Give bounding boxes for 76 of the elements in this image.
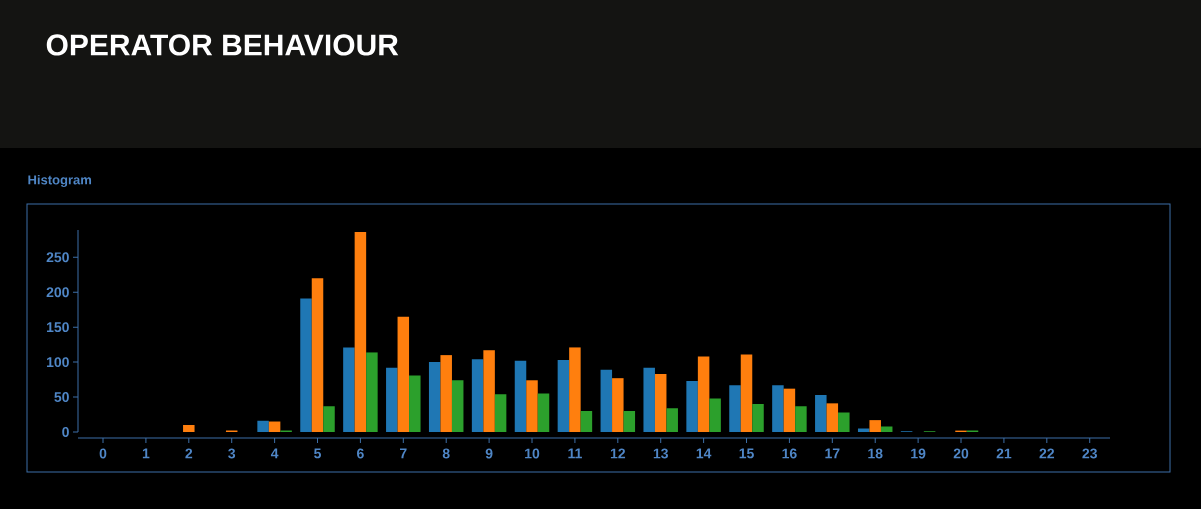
bar bbox=[815, 394, 827, 432]
bar bbox=[366, 352, 378, 432]
y-tick-label: 100 bbox=[46, 357, 69, 368]
bar bbox=[666, 408, 678, 432]
bar bbox=[311, 278, 324, 432]
bar bbox=[494, 394, 507, 432]
bar bbox=[752, 404, 764, 432]
bar bbox=[440, 355, 452, 432]
bar bbox=[740, 354, 753, 432]
bar bbox=[323, 406, 335, 432]
x-tick-label: 13 bbox=[653, 448, 668, 459]
bar bbox=[451, 380, 464, 432]
bar bbox=[729, 385, 741, 432]
y-tick-label: 250 bbox=[46, 252, 69, 263]
x-tick-label: 4 bbox=[270, 448, 279, 459]
bar bbox=[569, 347, 581, 432]
bar bbox=[880, 426, 893, 432]
bar bbox=[709, 398, 721, 432]
x-tick-label: 12 bbox=[610, 448, 626, 459]
bar bbox=[580, 411, 593, 432]
bar bbox=[428, 362, 441, 432]
chart-subtitle: Histogram bbox=[28, 174, 92, 188]
x-tick-label: 3 bbox=[228, 448, 236, 459]
bar bbox=[654, 373, 667, 432]
bar bbox=[783, 388, 796, 432]
x-tick-label: 2 bbox=[185, 448, 193, 459]
y-tick-label: 0 bbox=[62, 427, 69, 437]
x-tick-label: 11 bbox=[568, 448, 582, 459]
bar bbox=[686, 380, 698, 432]
bar bbox=[612, 378, 624, 432]
bar bbox=[471, 359, 484, 432]
bar bbox=[537, 393, 550, 432]
x-tick-label: 5 bbox=[314, 448, 322, 459]
bar bbox=[869, 420, 881, 432]
bar bbox=[268, 421, 281, 432]
bar bbox=[600, 369, 613, 432]
bar bbox=[483, 350, 495, 432]
x-tick-label: 21 bbox=[996, 448, 1012, 459]
x-tick-label: 17 bbox=[825, 448, 840, 459]
x-tick-label: 1 bbox=[142, 448, 150, 459]
bar bbox=[257, 420, 269, 432]
x-tick-label: 22 bbox=[1039, 448, 1055, 459]
bar bbox=[386, 367, 398, 432]
x-tick-label: 15 bbox=[739, 448, 754, 459]
x-tick-label: 7 bbox=[400, 448, 407, 459]
x-tick-label: 23 bbox=[1082, 448, 1097, 459]
bar bbox=[343, 347, 355, 432]
bar bbox=[300, 298, 312, 432]
y-tick-label: 50 bbox=[54, 392, 69, 403]
bar bbox=[643, 367, 655, 432]
bar bbox=[397, 316, 410, 432]
x-tick-label: 20 bbox=[953, 448, 969, 459]
bar bbox=[623, 411, 636, 432]
x-tick-label: 9 bbox=[485, 448, 493, 459]
x-tick-label: 10 bbox=[525, 448, 540, 459]
bar bbox=[697, 356, 710, 432]
x-tick-label: 6 bbox=[357, 448, 364, 459]
bar bbox=[409, 375, 421, 432]
bar bbox=[526, 380, 538, 432]
x-tick-label: 8 bbox=[442, 448, 450, 459]
bar bbox=[354, 232, 367, 432]
bar bbox=[795, 406, 807, 432]
y-tick-label: 150 bbox=[46, 322, 69, 333]
x-tick-label: 19 bbox=[911, 448, 926, 459]
x-tick-label: 0 bbox=[99, 448, 107, 459]
bar bbox=[838, 412, 850, 432]
bar bbox=[183, 425, 195, 432]
y-tick-label: 200 bbox=[46, 287, 69, 298]
x-tick-label: 14 bbox=[696, 448, 712, 459]
bar bbox=[514, 360, 527, 432]
bar bbox=[557, 360, 570, 432]
bar bbox=[826, 403, 839, 432]
x-tick-label: 18 bbox=[868, 448, 883, 459]
chart-title: OPERATOR BEHAVIOUR bbox=[46, 34, 399, 56]
x-tick-label: 16 bbox=[782, 448, 797, 459]
bar bbox=[772, 385, 784, 432]
